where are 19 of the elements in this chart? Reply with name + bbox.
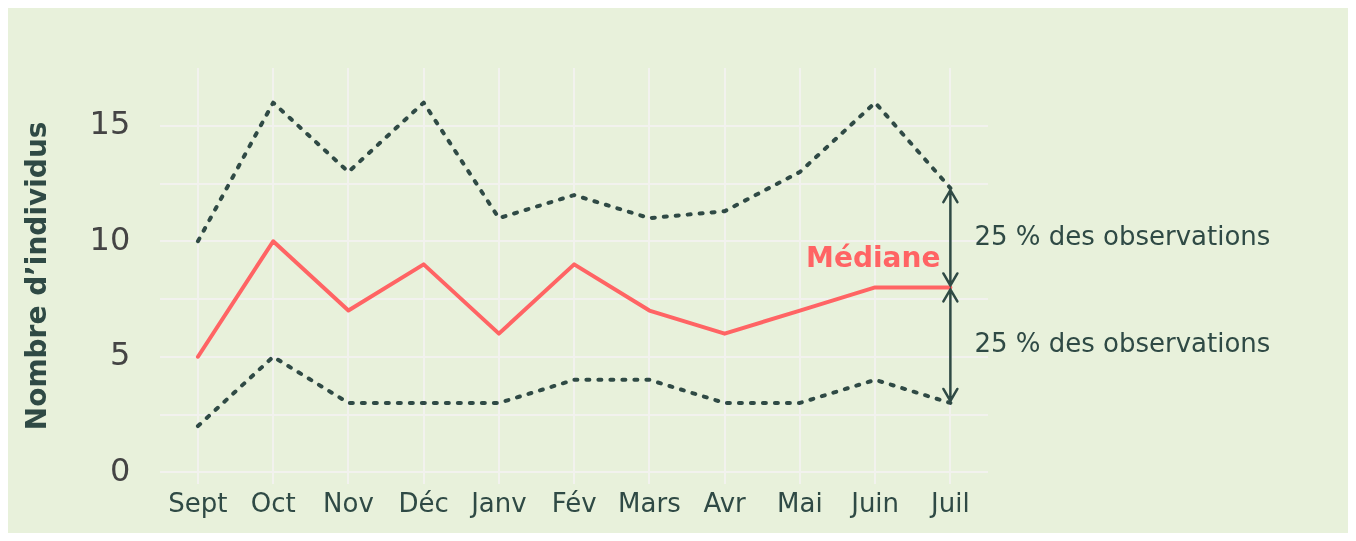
x-tick-label: Janv <box>469 488 527 519</box>
x-tick-label: Juin <box>849 488 900 519</box>
x-tick-label: Mai <box>777 488 823 519</box>
x-tick-label: Sept <box>168 488 228 519</box>
x-tick-label: Avr <box>703 488 747 519</box>
y-axis-title: Nombre d’individus <box>20 121 54 431</box>
annotation: 25 % des observations <box>974 327 1271 358</box>
x-tick-label: Nov <box>323 488 374 519</box>
series-label: Médiane <box>806 240 941 274</box>
x-tick-label: Déc <box>398 488 449 519</box>
y-tick-label: 0 <box>109 450 131 489</box>
y-tick-label: 10 <box>89 219 131 258</box>
y-tick-label: 5 <box>109 335 131 374</box>
x-tick-label: Fév <box>551 488 597 519</box>
y-tick-label: 15 <box>89 104 131 143</box>
x-tick-label: Oct <box>250 488 296 519</box>
x-tick-label: Juil <box>929 488 970 519</box>
x-tick-label: Mars <box>618 488 681 519</box>
annotation: 25 % des observations <box>974 220 1271 251</box>
